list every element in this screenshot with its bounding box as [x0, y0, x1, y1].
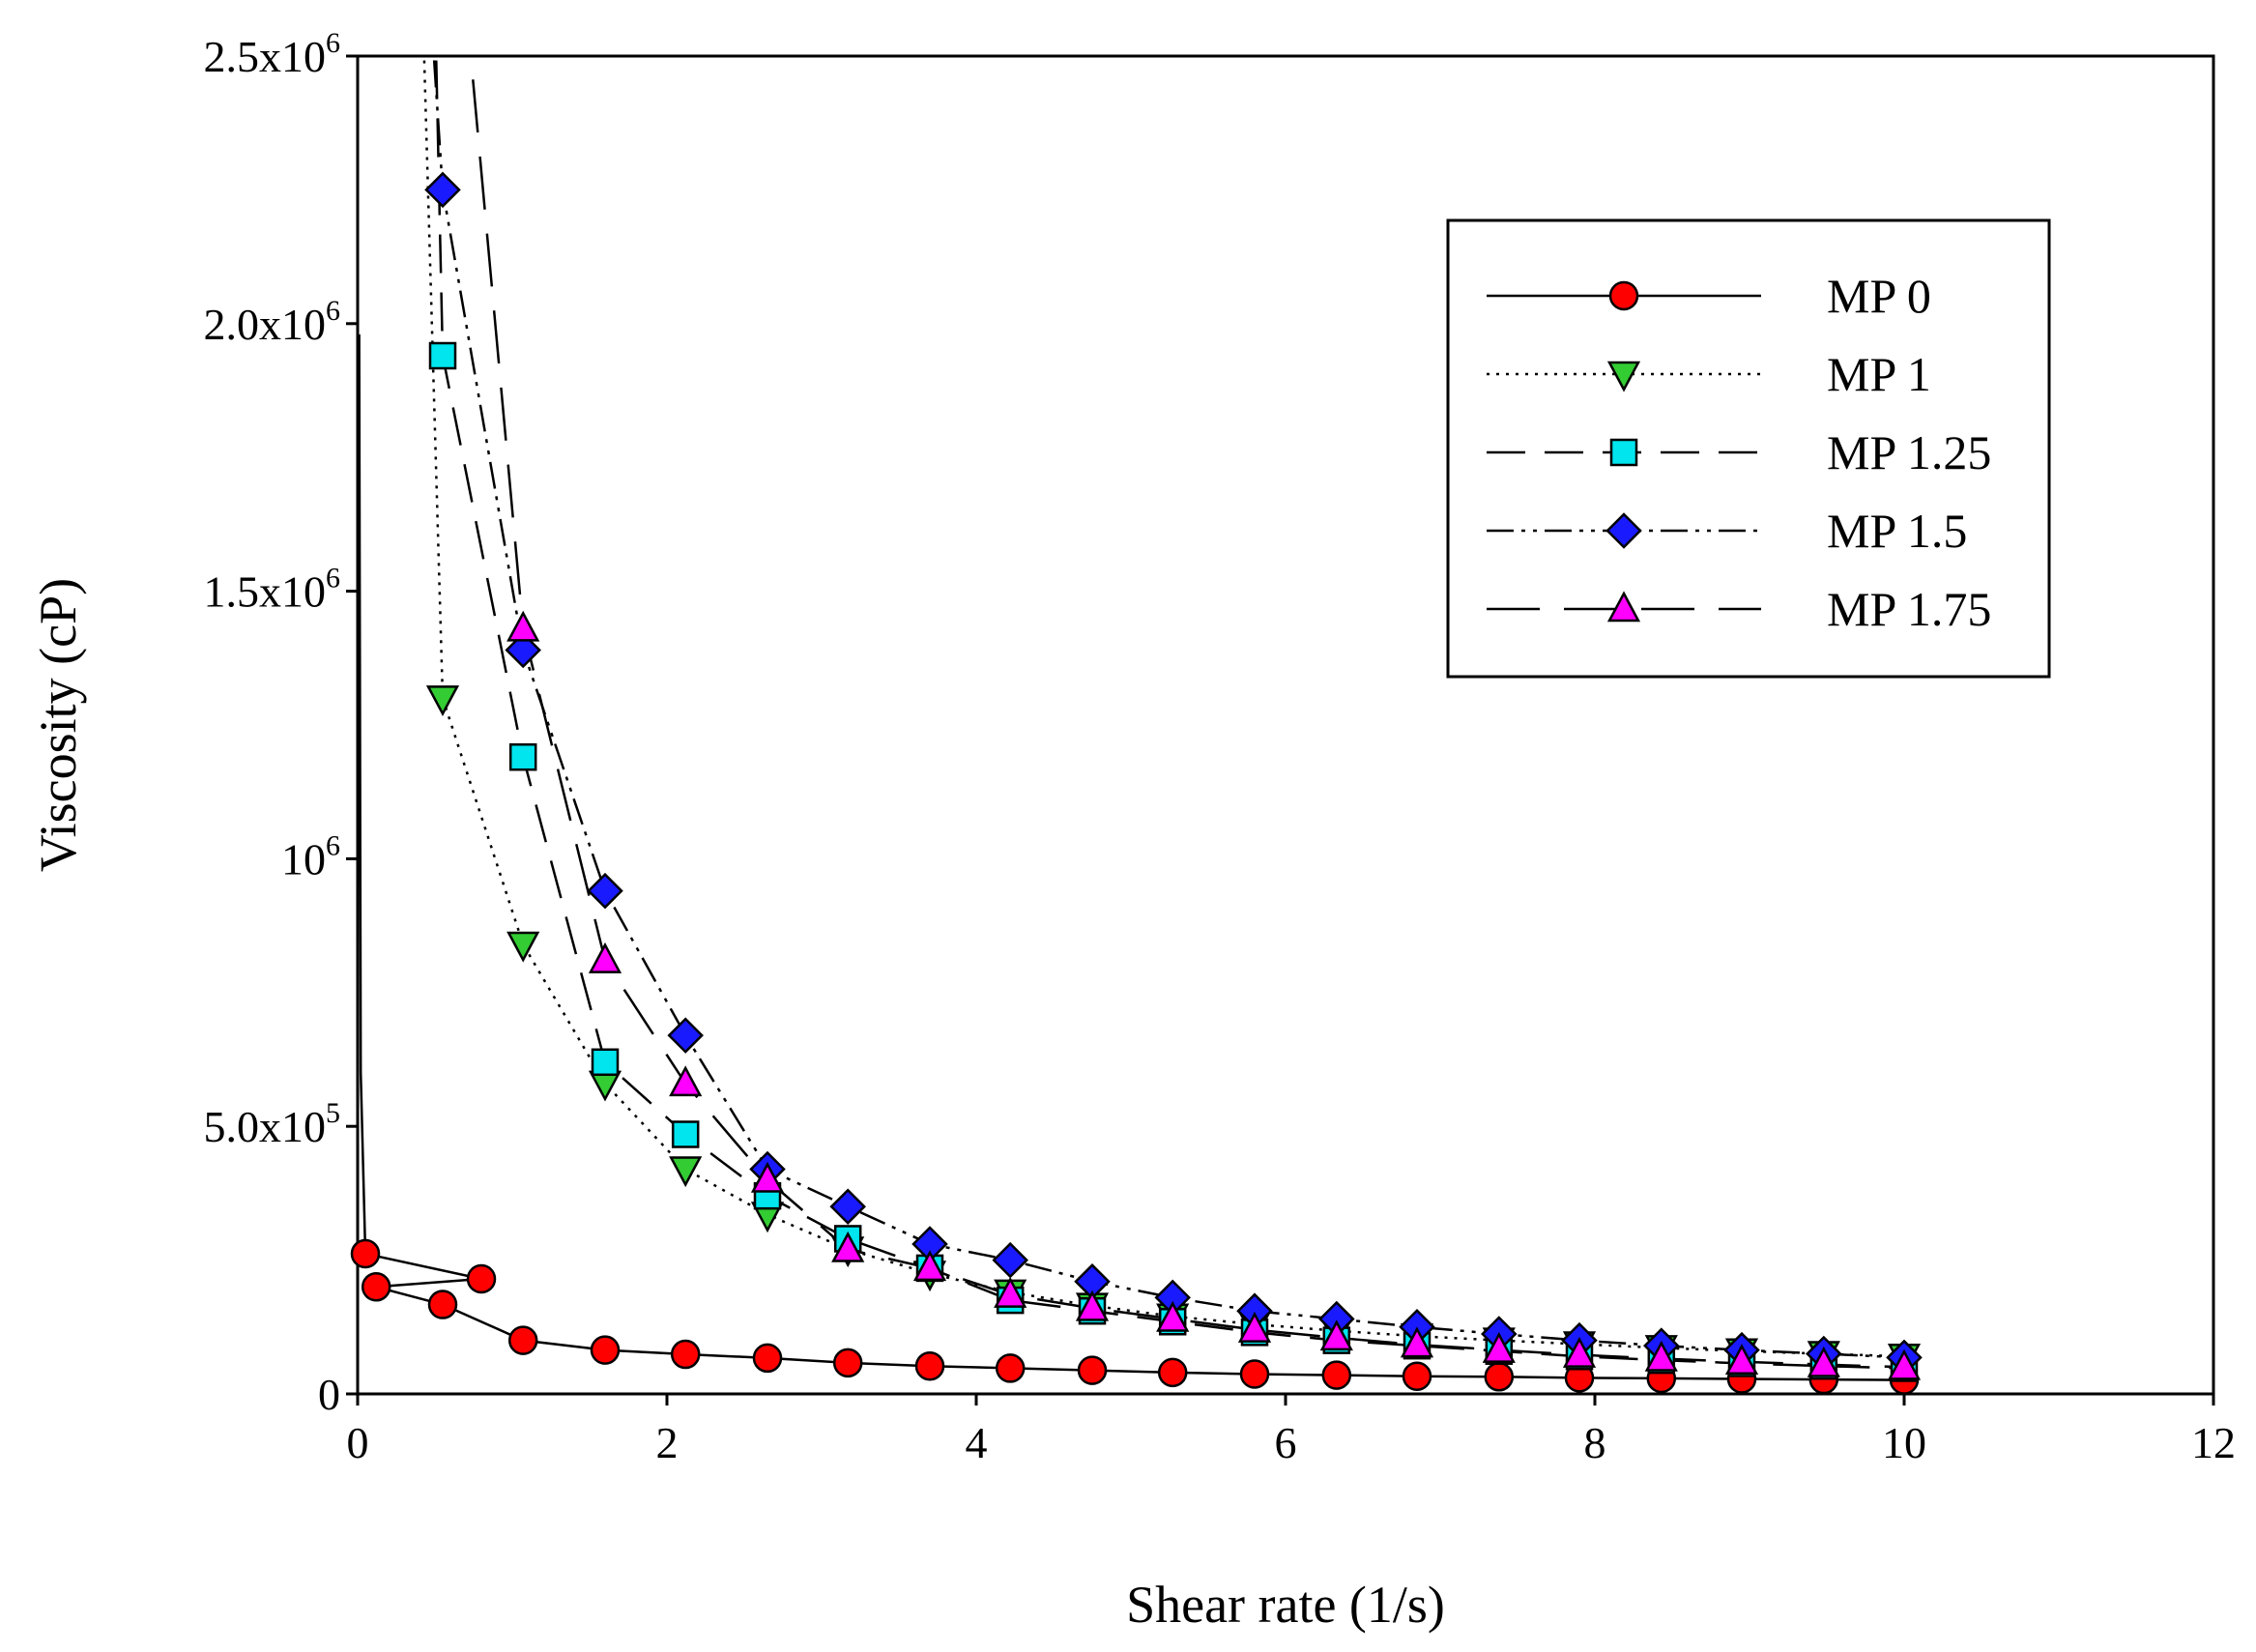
- legend-label: MP 1.75: [1827, 582, 1991, 636]
- legend-entry-mp-0: MP 0: [1487, 269, 1931, 323]
- data-point-mp-0: [361, 1272, 391, 1302]
- data-point-mp-0: [427, 1290, 458, 1319]
- data-point-mp-0: [350, 1238, 381, 1269]
- series-line-mp-1: [422, 56, 1905, 1358]
- data-point-mp-0: [507, 1325, 538, 1355]
- data-point-mp-1-75: [1807, 1346, 1840, 1377]
- y-axis-title: Viscosity (cP): [29, 578, 87, 872]
- x-tick-label: 10: [1882, 1418, 1926, 1467]
- data-point-mp-1-5: [505, 631, 541, 669]
- data-point-mp-1-25: [591, 1048, 620, 1077]
- data-point-mp-0: [1077, 1355, 1108, 1385]
- legend-entry-mp-1-5: MP 1.5: [1487, 504, 1967, 558]
- y-tick-label: 5.0x105: [204, 1097, 341, 1151]
- series-line-mp-1-5: [432, 56, 1905, 1359]
- x-tick-label: 0: [347, 1418, 369, 1467]
- data-point-mp-1-75: [669, 1065, 703, 1097]
- y-tick-label: 106: [281, 829, 340, 884]
- y-tick-label: 1.5x106: [204, 563, 341, 617]
- legend-entry-mp-1: MP 1: [1487, 347, 1931, 401]
- data-point-mp-1: [506, 931, 540, 963]
- data-point-mp-1-75: [1887, 1348, 1922, 1380]
- data-point-mp-1-75: [1644, 1340, 1678, 1372]
- y-axis-ticks: 0 5.0x105 106 1.5x106 2.0x106 2.5x106: [204, 27, 358, 1419]
- data-point-mp-1: [669, 1156, 703, 1188]
- series-line-mp-1-25: [434, 56, 1905, 1370]
- x-tick-label: 2: [656, 1418, 679, 1467]
- data-point-mp-1-25: [508, 742, 537, 771]
- data-point-mp-1-75: [588, 942, 622, 973]
- data-point-mp-0: [670, 1339, 701, 1370]
- data-point-mp-1-75: [1562, 1336, 1597, 1368]
- data-point-mp-1-5: [424, 171, 461, 209]
- legend: MP 0 MP 1 MP 1.25 MP 1.5 MP 1.75: [1446, 218, 2051, 679]
- legend-entry-mp-1-25: MP 1.25: [1487, 425, 1991, 479]
- x-axis-title: Shear rate (1/s): [1126, 1576, 1445, 1634]
- data-point-mp-1-75: [1724, 1344, 1759, 1376]
- data-point-mp-1: [425, 685, 460, 716]
- data-point-mp-1-75: [1156, 1300, 1190, 1332]
- data-point-mp-0: [1402, 1361, 1432, 1391]
- legend-marker-mp-1-25: [1609, 438, 1638, 467]
- data-point-mp-0: [752, 1343, 783, 1374]
- data-point-mp-0: [1157, 1357, 1188, 1388]
- data-point-mp-1-25: [671, 1120, 700, 1148]
- series-lines: [358, 56, 1905, 1381]
- data-point-mp-1-75: [831, 1231, 865, 1262]
- data-point-mp-0: [590, 1335, 621, 1365]
- data-point-mp-1-5: [829, 1188, 866, 1226]
- legend-marker-mp-1: [1606, 361, 1641, 392]
- data-point-mp-1-75: [912, 1250, 947, 1282]
- data-point-mp-0: [466, 1263, 497, 1294]
- data-point-mp-1-75: [1319, 1319, 1353, 1351]
- legend-marker-mp-1-75: [1606, 591, 1641, 623]
- legend-marker-mp-1-5: [1605, 512, 1642, 549]
- series-markers: [350, 171, 1923, 1395]
- data-point-mp-1-5: [992, 1241, 1028, 1279]
- data-point-mp-1-5: [587, 872, 623, 910]
- data-point-mp-1-75: [506, 610, 540, 642]
- legend-label: MP 0: [1827, 269, 1931, 323]
- data-point-mp-1-75: [1400, 1326, 1434, 1358]
- data-point-mp-1-5: [667, 1017, 704, 1054]
- data-point-mp-0: [1239, 1359, 1270, 1389]
- series-markers-mp-1: [425, 685, 1922, 1375]
- data-point-mp-0: [1484, 1362, 1515, 1392]
- x-axis-ticks: 0 2 4 6 8 10 12: [347, 1394, 2236, 1467]
- legend-label: MP 1.5: [1827, 504, 1967, 558]
- x-tick-label: 6: [1275, 1418, 1297, 1467]
- x-tick-label: 4: [966, 1418, 988, 1467]
- legend-marker-mp-0: [1608, 280, 1639, 311]
- legend-label: MP 1: [1827, 347, 1931, 401]
- data-point-mp-1-75: [1237, 1311, 1272, 1343]
- x-tick-label: 8: [1584, 1418, 1606, 1467]
- legend-entry-mp-1-75: MP 1.75: [1487, 582, 1991, 636]
- data-point-mp-0: [914, 1350, 945, 1381]
- data-point-mp-0: [995, 1353, 1026, 1383]
- data-point-mp-1-75: [1482, 1331, 1516, 1363]
- y-tick-label: 0: [318, 1370, 340, 1419]
- legend-label: MP 1.25: [1827, 425, 1991, 479]
- data-point-mp-1-75: [1075, 1290, 1110, 1321]
- data-point-mp-1-75: [750, 1161, 785, 1193]
- y-tick-label: 2.5x106: [204, 27, 341, 81]
- y-tick-label: 2.0x106: [204, 295, 341, 349]
- data-point-mp-1-75: [994, 1276, 1027, 1308]
- data-point-mp-0: [832, 1348, 863, 1378]
- series-markers-mp-0: [350, 1238, 1920, 1395]
- series-markers-mp-1-75: [506, 610, 1922, 1380]
- data-point-mp-0: [1321, 1360, 1352, 1390]
- x-tick-label: 12: [2191, 1418, 2236, 1467]
- data-point-mp-1-25: [428, 341, 457, 370]
